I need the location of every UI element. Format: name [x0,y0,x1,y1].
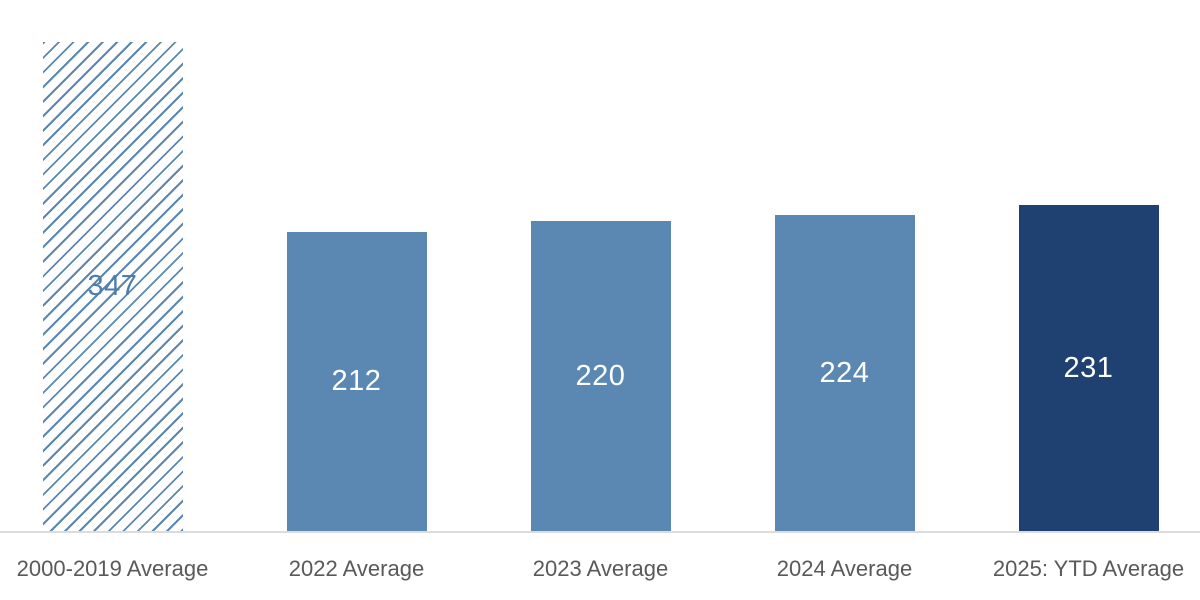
bar-value-label: 220 [575,359,626,392]
bar-value-label: 347 [87,270,138,302]
x-axis-label-2022-average: 2022 Average [288,556,425,581]
x-axis-label-2025-ytd-average: 2025: YTD Average [992,556,1185,581]
bar-2024-average: 224 [774,215,915,531]
x-axis-label-2024-average: 2024 Average [776,556,913,581]
bar-2023-average: 220 [530,221,671,531]
bar-value-label: 212 [331,365,382,397]
bar-value-label: 224 [819,356,870,389]
bar-2025-ytd-average: 231 [1018,205,1159,531]
x-axis-label-2023-average: 2023 Average [532,556,669,581]
bar-2000-2019-average: 347 [42,42,183,531]
x-axis-line [0,531,1200,533]
bar-2022-average: 212 [286,232,427,531]
bar-value-label: 231 [1063,351,1114,384]
x-axis-label-2000-2019-average: 2000-2019 Average [16,556,209,581]
